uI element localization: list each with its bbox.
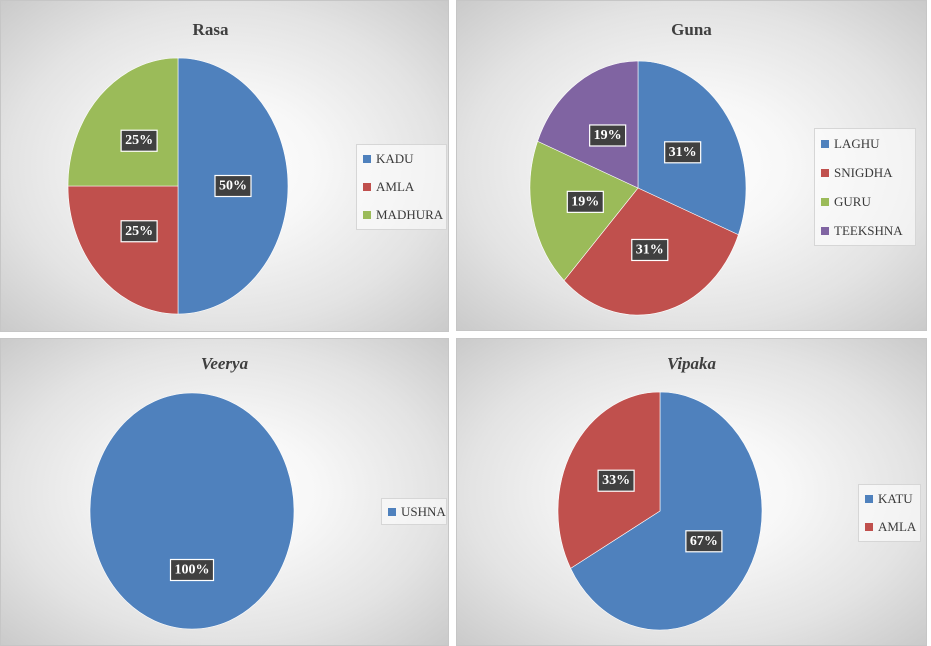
legend-marker — [865, 523, 873, 531]
legend-item-laghu: LAGHU — [821, 136, 915, 152]
legend-label: TEEKSHNA — [834, 222, 903, 238]
data-label-teekshna: 19% — [589, 124, 627, 147]
legend-marker — [821, 226, 829, 235]
data-label-text: 19% — [571, 194, 599, 209]
legend-item-kadu: KADU — [363, 151, 446, 167]
chart-title: Guna — [671, 20, 712, 39]
data-label-text: 31% — [669, 145, 697, 160]
legend-item-ushna: USHNA — [388, 504, 446, 520]
pie-slice-teekshna — [537, 60, 639, 189]
data-label-text: 67% — [690, 534, 718, 549]
legend: KATU AMLA — [858, 484, 921, 542]
chart-panel-veerya: Veerya 100% USHNA — [0, 338, 449, 646]
pie-chart: 31% 31% 19% 19% — [529, 60, 747, 316]
legend-item-amla: AMLA — [363, 179, 446, 195]
pie-chart: 50% 25% 25% — [67, 57, 289, 315]
legend-marker — [821, 168, 829, 177]
pie-slice-amla — [67, 185, 179, 315]
data-label-ushna: 100% — [169, 558, 215, 582]
pie-slice-madhura — [67, 57, 179, 187]
legend-label: GURU — [834, 193, 871, 209]
data-label-guru: 19% — [566, 190, 604, 213]
legend-label: LAGHU — [834, 135, 880, 151]
data-label-box — [120, 129, 158, 152]
data-label-box — [685, 530, 723, 553]
pie-chart: 67% 33% — [557, 391, 763, 631]
data-label-text: 33% — [602, 473, 630, 488]
data-label-box — [566, 190, 604, 213]
legend: LAGHU SNIGDHA GURU TEEKSHNA — [814, 128, 916, 246]
data-label-box — [589, 124, 627, 147]
legend-item-teekshna: TEEKSHNA — [821, 223, 915, 239]
data-label-madhura: 25% — [120, 129, 158, 152]
legend-label: KADU — [376, 151, 414, 166]
data-label-box — [120, 220, 158, 243]
legend-marker — [821, 197, 829, 206]
chart-title: Veerya — [200, 354, 249, 373]
chart-panel-guna: Guna 31% 31% 19% 19% LAGHU SNIGDHA GURU TEEKSH… — [456, 0, 927, 331]
legend-label: KATU — [878, 491, 913, 506]
data-label-text: 19% — [594, 128, 622, 143]
pie-slice-katu — [570, 391, 763, 631]
data-label-box — [664, 141, 702, 164]
data-label-text: 25% — [125, 224, 153, 239]
chart-title: Rasa — [192, 20, 229, 39]
data-label-box — [214, 174, 252, 198]
data-label-laghu: 31% — [664, 141, 702, 164]
data-label-snigdha: 31% — [631, 238, 669, 262]
legend-marker — [821, 139, 829, 148]
chart-panel-vipaka: Vipaka 67% 33% KATU AMLA — [456, 338, 927, 646]
data-label-katu: 67% — [685, 530, 723, 553]
data-label-amla: 25% — [120, 220, 158, 243]
data-label-box — [597, 469, 635, 492]
legend-label: USHNA — [401, 503, 446, 519]
data-label-text: 25% — [125, 133, 153, 148]
data-label-text: 31% — [636, 242, 664, 257]
chart-title: Vipaka — [666, 354, 717, 373]
chart-panel-rasa: Rasa 50% 25% 25% KADU AMLA MADHURA — [0, 0, 449, 332]
data-label-amla: 33% — [597, 469, 635, 492]
legend-marker — [363, 211, 371, 219]
legend: USHNA — [381, 498, 447, 525]
data-label-box — [169, 558, 215, 582]
legend-marker — [363, 183, 371, 191]
legend-label: AMLA — [878, 519, 917, 534]
data-label-kadu: 50% — [214, 174, 252, 198]
legend-marker — [865, 495, 873, 503]
pie-chart: 100% — [89, 392, 295, 630]
legend-item-guru: GURU — [821, 194, 915, 210]
legend-item-katu: KATU — [865, 491, 920, 507]
data-label-text: 50% — [219, 179, 247, 194]
legend-label: AMLA — [376, 179, 415, 194]
legend-marker — [388, 507, 396, 516]
data-label-text: 100% — [175, 563, 210, 578]
legend-item-amla: AMLA — [865, 519, 920, 535]
legend: KADU AMLA MADHURA — [356, 144, 447, 230]
data-label-box — [631, 238, 669, 262]
legend-item-snigdha: SNIGDHA — [821, 165, 915, 181]
legend-item-madhura: MADHURA — [363, 207, 446, 223]
pie-slice-ushna — [89, 392, 295, 630]
legend-label: SNIGDHA — [834, 164, 893, 180]
legend-marker — [363, 155, 371, 163]
legend-label: MADHURA — [376, 207, 444, 222]
